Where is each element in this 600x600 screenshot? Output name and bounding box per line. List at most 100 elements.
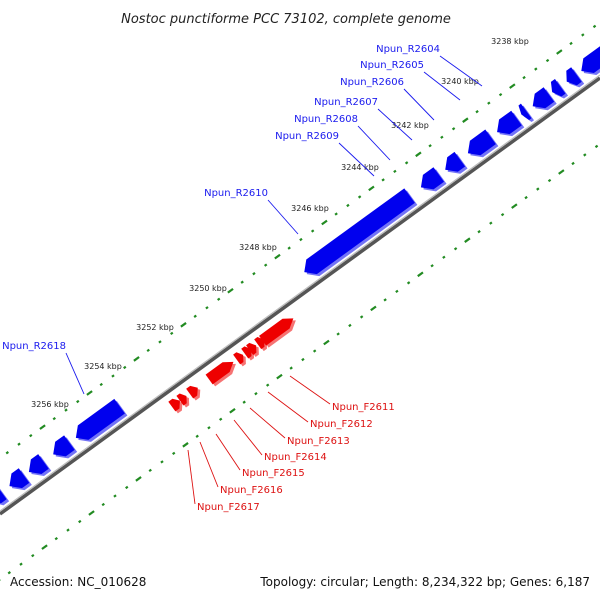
gene-leader-line bbox=[357, 125, 391, 161]
forward-gene-label: Npun_F2615 bbox=[242, 468, 305, 479]
reverse-gene-arrow bbox=[566, 67, 585, 88]
outer-track-tick bbox=[404, 161, 409, 165]
inner-track-tick bbox=[219, 417, 223, 421]
reverse-gene-label: Npun_R2605 bbox=[360, 60, 424, 71]
outer-track-tick bbox=[381, 178, 385, 182]
outer-track-tick bbox=[39, 424, 46, 430]
forward-gene-label: Npun_F2616 bbox=[220, 485, 283, 496]
inner-track-tick bbox=[477, 230, 481, 234]
outer-track-tick bbox=[5, 451, 9, 455]
outer-track-tick bbox=[64, 408, 68, 412]
inner-track-tick bbox=[172, 451, 176, 455]
outer-track-tick bbox=[99, 382, 103, 387]
inner-track-tick bbox=[536, 187, 540, 191]
forward-gene-label: Npun_F2614 bbox=[264, 452, 327, 463]
outer-track-tick bbox=[17, 442, 21, 446]
gene-leader-line bbox=[289, 375, 331, 405]
forward-gene-arrow bbox=[259, 318, 296, 348]
kbp-label: 3252 kbp bbox=[136, 323, 174, 332]
reverse-gene-arrow bbox=[518, 103, 535, 123]
inner-track-tick bbox=[135, 476, 142, 482]
forward-gene-arrow bbox=[176, 393, 190, 408]
gene-leader-line bbox=[377, 108, 413, 141]
outer-track-tick bbox=[592, 24, 597, 29]
forward-gene-label: Npun_F2612 bbox=[310, 419, 373, 430]
outer-track-tick bbox=[205, 306, 209, 310]
outer-track-tick bbox=[123, 365, 127, 370]
inner-track-tick bbox=[101, 502, 105, 507]
outer-track-tick bbox=[193, 314, 197, 318]
outer-track-tick bbox=[133, 356, 140, 362]
outer-track-tick bbox=[217, 297, 221, 301]
kbp-label: 3244 kbp bbox=[341, 163, 379, 172]
outer-track-tick bbox=[52, 416, 56, 421]
inner-track-tick bbox=[594, 144, 599, 149]
inner-track-tick bbox=[301, 357, 305, 362]
reverse-gene-arrow bbox=[28, 454, 52, 477]
outer-track-tick bbox=[556, 49, 563, 55]
inner-track-tick bbox=[31, 554, 35, 558]
outer-track-tick bbox=[146, 348, 150, 353]
reverse-gene-arrow bbox=[532, 87, 557, 111]
outer-track-tick bbox=[569, 41, 573, 46]
inner-track-tick bbox=[312, 349, 317, 353]
inner-track-tick bbox=[254, 392, 258, 396]
gene-leader-line bbox=[267, 199, 299, 235]
inner-track-tick bbox=[207, 426, 211, 430]
inner-track-tick bbox=[583, 153, 587, 157]
outer-track-tick bbox=[158, 340, 162, 344]
outer-track-tick bbox=[451, 127, 456, 131]
reverse-gene-arrow bbox=[467, 129, 499, 158]
inner-track-tick bbox=[383, 298, 387, 302]
reverse-genes bbox=[0, 46, 600, 506]
forward-gene-label: Npun_F2613 bbox=[287, 436, 350, 447]
inner-track-tick bbox=[406, 281, 411, 285]
gene-labels: Npun_R2604 Npun_R2605 Npun_R2606 Npun_R2607… bbox=[2, 44, 440, 513]
inner-track-tick bbox=[265, 383, 270, 387]
outer-track-tick bbox=[287, 246, 291, 250]
forward-gene-arrow bbox=[233, 352, 246, 367]
outer-track-tick bbox=[428, 144, 432, 148]
inner-track-tick bbox=[453, 247, 458, 251]
outer-track-tick bbox=[415, 151, 422, 158]
reverse-gene-arrow bbox=[445, 151, 468, 174]
outer-track-tick bbox=[274, 253, 281, 260]
inner-track-tick bbox=[125, 485, 129, 490]
forward-gene-arrow bbox=[205, 361, 236, 387]
forward-gene-arrow bbox=[246, 342, 259, 357]
outer-track-tick bbox=[357, 195, 362, 199]
gene-leader-line bbox=[233, 419, 263, 456]
reverse-gene-label: Npun_R2607 bbox=[314, 97, 378, 108]
reverse-gene-label: Npun_R2610 bbox=[204, 188, 268, 199]
forward-gene-arrow bbox=[168, 398, 183, 414]
inner-track-tick bbox=[289, 366, 293, 370]
outer-track-tick bbox=[180, 322, 187, 328]
outer-track-tick bbox=[321, 219, 328, 226]
outer-track-tick bbox=[498, 92, 503, 97]
inner-track-tick bbox=[242, 400, 246, 404]
outer-track-tick bbox=[368, 185, 375, 192]
outer-track-tick bbox=[240, 280, 244, 284]
reverse-gene-arrow bbox=[75, 398, 128, 442]
genome-summary-text: Topology: circular; Length: 8,234,322 bp… bbox=[259, 575, 590, 589]
inner-track-tick bbox=[489, 221, 493, 225]
inner-track-tick bbox=[78, 519, 82, 524]
forward-gene-arrow bbox=[186, 385, 201, 401]
inner-tick-track bbox=[0, 144, 599, 581]
reverse-gene-label: Npun_R2606 bbox=[340, 77, 404, 88]
outer-track-tick bbox=[310, 229, 315, 233]
inner-track-tick bbox=[359, 315, 364, 319]
inner-track-tick bbox=[113, 494, 117, 498]
kbp-labels: 3238 kbp 3240 kbp 3242 kbp 3244 kbp 3246 kbp… bbox=[31, 37, 529, 409]
forward-gene-label: Npun_F2611 bbox=[332, 402, 395, 413]
reverse-gene-arrow bbox=[497, 110, 525, 137]
inner-track-tick bbox=[7, 571, 11, 575]
reverse-gene-label: Npun_R2608 bbox=[294, 114, 358, 125]
outer-track-tick bbox=[299, 237, 303, 242]
inner-track-tick bbox=[182, 442, 189, 448]
reverse-gene-label: Npun_R2604 bbox=[376, 44, 440, 55]
inner-track-tick bbox=[19, 562, 23, 566]
inner-track-tick bbox=[276, 373, 283, 380]
inner-track-tick bbox=[511, 203, 518, 209]
